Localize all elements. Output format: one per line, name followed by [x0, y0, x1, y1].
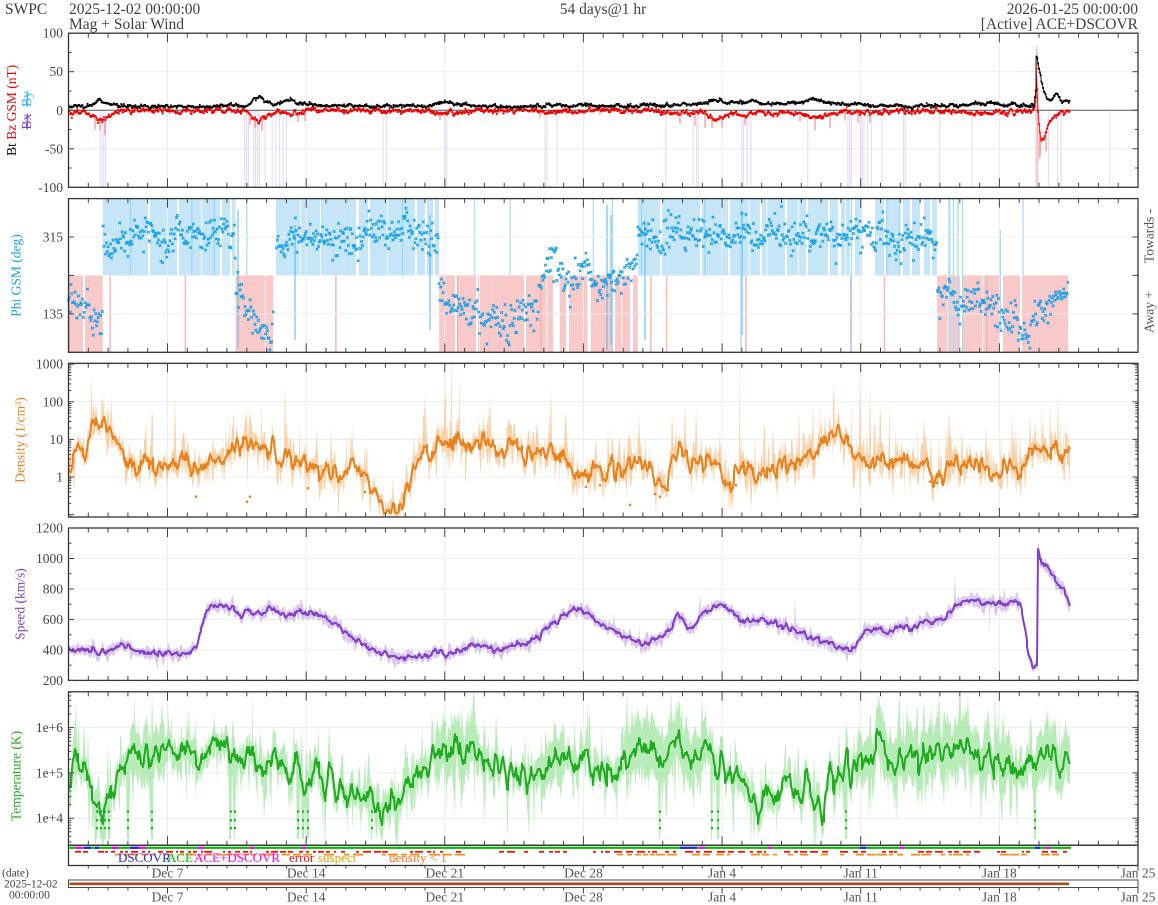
- svg-text:SWPC: SWPC: [5, 1, 47, 18]
- svg-text:Jan 25: Jan 25: [1121, 890, 1156, 905]
- svg-text:400: 400: [43, 642, 64, 657]
- svg-text:10: 10: [50, 432, 64, 447]
- svg-text:Temperature (K): Temperature (K): [9, 731, 24, 821]
- svg-text:Towards -: Towards -: [1142, 208, 1157, 263]
- svg-text:Dec 7: Dec 7: [152, 890, 184, 905]
- svg-text:100: 100: [43, 26, 64, 41]
- svg-text:2025-12-02 00:00:00: 2025-12-02 00:00:00: [69, 1, 201, 18]
- svg-text:-100: -100: [38, 180, 63, 195]
- svg-text:0: 0: [56, 103, 63, 118]
- svg-text:Jan 18: Jan 18: [982, 866, 1017, 881]
- svg-text:Dec 28: Dec 28: [564, 890, 603, 905]
- svg-text:(date): (date): [2, 868, 29, 880]
- svg-text:ACE: ACE: [167, 850, 193, 865]
- svg-text:Jan 4: Jan 4: [708, 890, 736, 905]
- svg-text:1e+6: 1e+6: [36, 720, 63, 735]
- svg-text:1000: 1000: [36, 551, 63, 566]
- svg-text:Dec 28: Dec 28: [564, 866, 603, 881]
- svg-text:100: 100: [43, 394, 64, 409]
- svg-text:2025-12-02: 2025-12-02: [4, 879, 58, 891]
- svg-text:800: 800: [43, 581, 64, 596]
- svg-text:ACE+DSCOVR: ACE+DSCOVR: [194, 850, 280, 865]
- svg-text:2026-01-25 00:00:00: 2026-01-25 00:00:00: [1007, 1, 1139, 18]
- svg-text:Dec 21: Dec 21: [426, 866, 465, 881]
- svg-text:[Active] ACE+DSCOVR: [Active] ACE+DSCOVR: [981, 16, 1139, 33]
- svg-text:1: 1: [56, 470, 63, 485]
- svg-text:600: 600: [43, 612, 64, 627]
- svg-text:Jan 25: Jan 25: [1121, 866, 1156, 881]
- svg-text:54 days@1 hr: 54 days@1 hr: [560, 1, 647, 18]
- svg-text:135: 135: [43, 306, 64, 321]
- svg-text:error: error: [289, 850, 315, 865]
- svg-text:1e+5: 1e+5: [36, 765, 63, 780]
- svg-text:Jan 11: Jan 11: [844, 866, 878, 881]
- svg-text:Phi GSM (deg): Phi GSM (deg): [9, 234, 24, 317]
- svg-text:Away +: Away +: [1142, 291, 1157, 333]
- svg-text:1000: 1000: [36, 357, 63, 372]
- svg-text:Speed (km/s): Speed (km/s): [13, 568, 28, 640]
- svg-text:200: 200: [43, 673, 64, 688]
- svg-text:Dec 21: Dec 21: [426, 890, 465, 905]
- svg-text:Dec 14: Dec 14: [287, 866, 326, 881]
- svg-text:Dec 7: Dec 7: [152, 866, 184, 881]
- svg-text:Mag + Solar Wind: Mag + Solar Wind: [69, 16, 184, 33]
- svg-text:50: 50: [50, 64, 64, 79]
- svg-text:-50: -50: [45, 141, 63, 156]
- svg-text:Jan 4: Jan 4: [708, 866, 736, 881]
- svg-text:00:00:00: 00:00:00: [9, 890, 50, 902]
- svg-text:density < 1: density < 1: [389, 850, 447, 865]
- svg-text:Jan 11: Jan 11: [844, 890, 878, 905]
- svg-text:Jan 18: Jan 18: [982, 890, 1017, 905]
- svg-text:1200: 1200: [36, 521, 63, 536]
- svg-text:Bx By: Bx By: [19, 91, 34, 130]
- svg-text:315: 315: [43, 230, 64, 245]
- svg-text:Bt Bz GSM (nT): Bt Bz GSM (nT): [4, 65, 19, 156]
- svg-text:DSCOVR: DSCOVR: [118, 850, 171, 865]
- svg-text:Density (1/cm³): Density (1/cm³): [13, 397, 28, 482]
- svg-text:suspect: suspect: [318, 850, 357, 865]
- svg-text:1e+4: 1e+4: [36, 811, 63, 826]
- svg-text:Dec 14: Dec 14: [287, 890, 326, 905]
